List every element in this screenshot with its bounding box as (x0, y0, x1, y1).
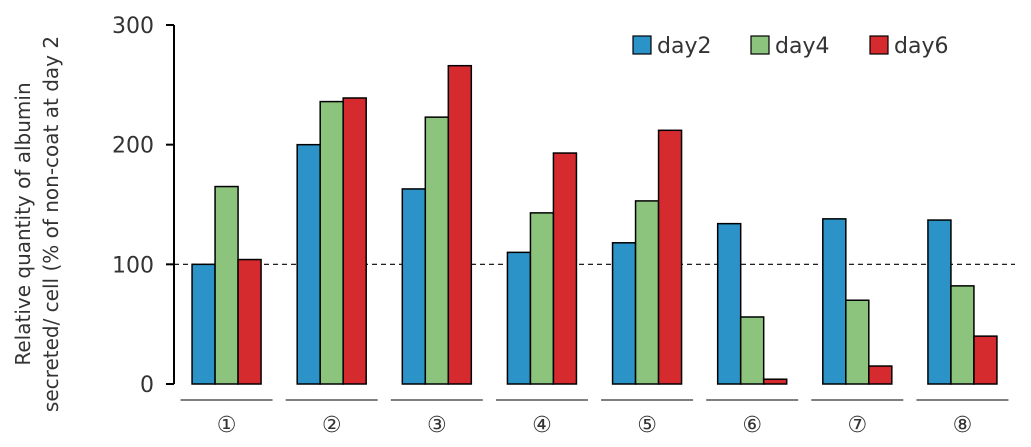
legend-swatch-day2 (632, 35, 652, 55)
x-category-label: ⑦ (847, 413, 867, 438)
bar-day6-3 (447, 64, 473, 385)
bar-day6-6 (762, 378, 788, 385)
x-axis: ① ② ③ ④ ⑤ ⑥ ⑦ ⑧ (180, 399, 1009, 438)
x-category-label: ④ (532, 413, 552, 438)
x-category-label: ② (322, 413, 342, 438)
legend-label-day6: day6 (894, 34, 948, 59)
bar-day4-3 (424, 116, 450, 385)
y-axis-title-line-2: secreted/ cell (% of non-coat at day 2 (39, 36, 63, 412)
y-axis: 0 100 200 300 (112, 14, 175, 398)
bar-day4-2 (319, 100, 344, 385)
legend-label-day2: day2 (657, 34, 711, 59)
x-category-label: ⑧ (953, 413, 973, 438)
y-tick-label: 100 (112, 253, 154, 278)
y-axis-title: Relative quantity of albumin secreted/ c… (11, 36, 63, 412)
bar-day4-7 (845, 299, 870, 385)
y-tick-label: 200 (112, 134, 154, 159)
bar-day2-8 (927, 219, 952, 385)
bars (191, 64, 998, 385)
bar-day2-6 (716, 222, 742, 385)
x-category-label: ⑥ (742, 413, 762, 438)
x-category-label: ⑤ (637, 413, 657, 438)
legend: day2 day4 day6 (632, 34, 948, 59)
bar-day2-7 (822, 218, 847, 385)
bar-day4-4 (529, 212, 555, 385)
bar-day2-1 (191, 263, 216, 385)
bar-day6-4 (552, 152, 578, 385)
bar-day2-4 (506, 251, 532, 385)
x-category-label: ① (217, 413, 237, 438)
y-tick-label: 300 (112, 14, 154, 39)
bar-day4-8 (950, 285, 975, 385)
bar-day6-5 (657, 129, 683, 385)
legend-label-day4: day4 (775, 34, 829, 59)
bar-day2-2 (296, 143, 321, 385)
bar-day6-1 (237, 258, 262, 385)
bar-day4-5 (634, 200, 660, 385)
bar-day4-6 (739, 316, 765, 385)
legend-swatch-day4 (750, 35, 770, 55)
bar-day6-8 (973, 335, 998, 385)
bar-day2-5 (611, 242, 637, 385)
bar-day4-1 (214, 185, 239, 385)
bar-day2-3 (401, 188, 427, 385)
x-category-label: ③ (427, 413, 447, 438)
bar-day6-7 (868, 365, 893, 385)
bar-day6-2 (342, 97, 367, 385)
y-axis-title-line-1: Relative quantity of albumin (11, 82, 35, 365)
legend-swatch-day6 (869, 35, 889, 55)
y-tick-label: 0 (140, 373, 154, 398)
